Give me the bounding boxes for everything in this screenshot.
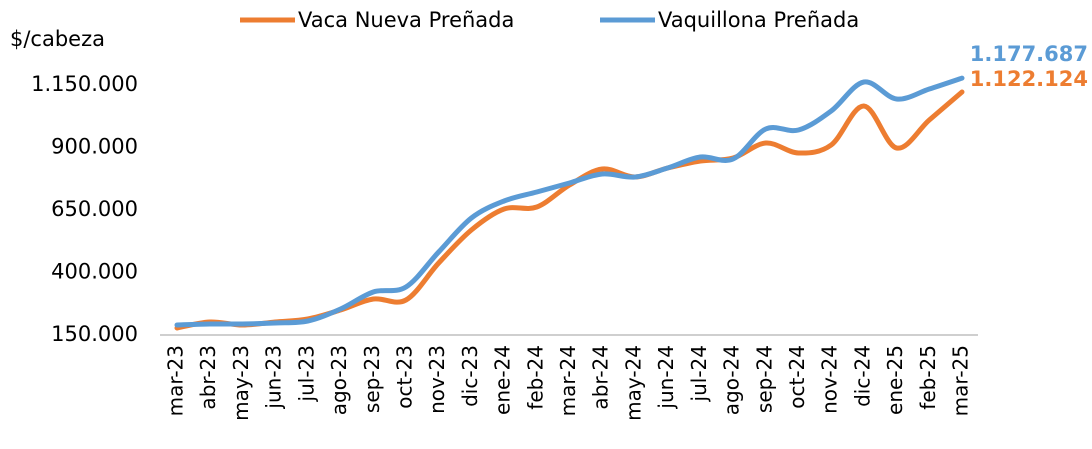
data-label: 1.122.124 xyxy=(970,67,1088,91)
y-tick-label: 900.000 xyxy=(51,135,138,159)
y-tick-label: 1.150.000 xyxy=(31,72,138,96)
x-tick-label: jun-24 xyxy=(654,345,678,410)
x-tick-label: ago-23 xyxy=(327,345,351,415)
x-tick-label: mar-25 xyxy=(949,345,973,416)
x-tick-label: oct-24 xyxy=(785,345,809,409)
x-tick-label: mar-23 xyxy=(164,345,188,416)
x-tick-label: mar-24 xyxy=(556,345,580,416)
x-tick-label: ago-24 xyxy=(720,345,744,415)
x-tick-label: jul-24 xyxy=(687,345,711,402)
x-tick-label: oct-23 xyxy=(392,345,416,409)
y-tick-label: 150.000 xyxy=(51,322,138,346)
x-tick-label: jul-23 xyxy=(294,345,318,402)
x-tick-label: ene-25 xyxy=(883,345,907,415)
y-axis-label: $/cabeza xyxy=(10,27,105,51)
x-tick-label: jun-23 xyxy=(262,345,286,410)
x-tick-label: may-24 xyxy=(621,345,645,421)
line xyxy=(174,75,965,328)
x-tick-label: abr-24 xyxy=(589,345,613,410)
data-label: 1.177.687 xyxy=(970,42,1088,66)
x-tick-label: may-23 xyxy=(229,345,253,421)
legend-label: Vaca Nueva Preñada xyxy=(298,8,514,32)
x-tick-label: dic-23 xyxy=(458,345,482,407)
x-tick-label: dic-24 xyxy=(850,345,874,407)
legend-label: Vaquillona Preñada xyxy=(658,8,859,32)
x-tick-label: ene-24 xyxy=(491,345,515,415)
x-tick-label: sep-23 xyxy=(360,345,384,413)
y-tick-label: 650.000 xyxy=(51,197,138,221)
x-tick-label: nov-24 xyxy=(818,345,842,414)
x-tick-label: abr-23 xyxy=(196,345,220,410)
y-tick-label: 400.000 xyxy=(51,260,138,284)
x-tick-label: feb-25 xyxy=(916,345,940,410)
x-tick-label: feb-24 xyxy=(523,345,547,410)
x-tick-label: sep-24 xyxy=(752,345,776,413)
line xyxy=(174,89,965,331)
x-tick-label: nov-23 xyxy=(425,345,449,414)
